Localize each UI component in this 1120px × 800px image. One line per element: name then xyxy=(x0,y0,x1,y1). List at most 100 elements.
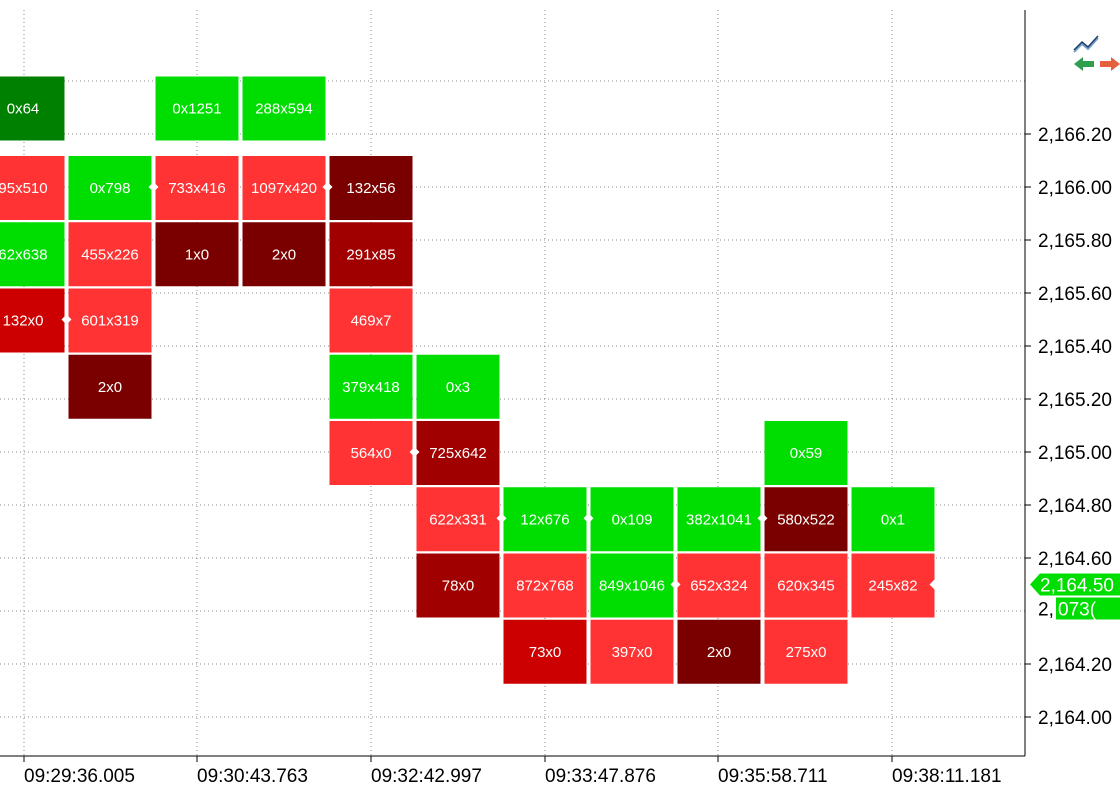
footprint-cell xyxy=(416,354,500,419)
volume-badge-prefix: 2, xyxy=(1038,600,1054,621)
time-tick-label: 09:35:58.711 xyxy=(718,766,828,787)
price-tick-label: 2,164.20 xyxy=(1038,655,1112,676)
footprint-column: 0x1251 733x416 1x0 xyxy=(148,76,239,287)
time-tick-label: 09:38:11.181 xyxy=(892,766,1002,787)
footprint-column: 12x676 872x768 73x0 xyxy=(496,487,587,684)
footprint-cell-label: 0x1251 xyxy=(172,101,221,118)
price-tick-label: 2,164.00 xyxy=(1038,708,1112,729)
footprint-cell-label: 132x0 xyxy=(3,313,44,330)
footprint-cell xyxy=(329,222,413,287)
footprint-cell-label: 564x0 xyxy=(351,445,392,462)
footprint-cell xyxy=(677,487,761,552)
time-tick-label: 09:29:36.005 xyxy=(24,766,135,787)
left-arrow-icon xyxy=(1074,57,1094,71)
trend-line-dark-icon xyxy=(1073,35,1099,51)
price-tick-label: 2,165.80 xyxy=(1038,231,1112,252)
footprint-cell-label: 652x324 xyxy=(690,578,748,595)
price-tick-label: 2,165.60 xyxy=(1038,284,1112,305)
footprint-cell-label: 132x56 xyxy=(346,180,395,197)
poc-marker xyxy=(583,513,594,524)
footprint-cell xyxy=(590,553,674,618)
footprint-cell xyxy=(329,288,413,353)
footprint-cell-label: 725x642 xyxy=(429,445,487,462)
footprint-cell xyxy=(416,421,500,485)
footprint-cell-label: 2x0 xyxy=(98,379,122,396)
chart-trade-arrows-icon[interactable] xyxy=(1073,35,1120,71)
footprint-cell xyxy=(0,76,65,141)
footprint-cell xyxy=(416,553,500,618)
footprint-cell-label: 12x676 xyxy=(520,511,569,528)
footprint-column: 288x594 1097x420 2x0 xyxy=(242,76,326,287)
footprint-column: 0x3 725x642 622x331 78x0 xyxy=(409,354,500,618)
footprint-cell-label: 397x0 xyxy=(612,644,653,661)
footprint-cell xyxy=(155,76,239,141)
footprint-cell xyxy=(503,487,587,552)
price-axis-labels: 2,166.20 2,166.00 2,165.80 2,165.60 2,165.40… xyxy=(1025,125,1112,729)
footprint-cell xyxy=(416,487,500,552)
volume-badge xyxy=(1056,597,1120,620)
footprint-cell xyxy=(764,619,848,684)
footprint-column: 0x1 245x82 xyxy=(851,487,940,618)
footprint-cell xyxy=(329,156,413,220)
footprint-column: 0x59 580x522 620x345 275x0 xyxy=(757,421,848,684)
footprint-cell-label: 1x0 xyxy=(185,246,209,263)
poc-marker xyxy=(322,182,333,192)
footprint-cell xyxy=(242,222,326,287)
footprint-cell xyxy=(503,619,587,684)
footprint-cell xyxy=(0,156,65,220)
footprint-cell-label: 580x522 xyxy=(777,511,835,528)
footprint-cell xyxy=(329,354,413,419)
poc-marker xyxy=(929,579,940,590)
price-tick-label: 2,164.60 xyxy=(1038,549,1112,570)
footprint-cell-label: 275x0 xyxy=(786,644,827,661)
footprint-cell xyxy=(68,354,152,419)
right-arrow-icon xyxy=(1100,57,1120,71)
footprint-cell xyxy=(851,553,935,618)
footprint-cell xyxy=(242,156,326,220)
footprint-column: 382x1041 652x324 2x0 xyxy=(670,487,761,684)
current-price-badge xyxy=(1030,573,1120,596)
footprint-column: 0x109 849x1046 397x0 xyxy=(583,487,674,684)
footprint-cell-label: 382x1041 xyxy=(686,511,752,528)
footprint-cell xyxy=(329,421,413,485)
poc-marker xyxy=(757,513,768,524)
footprint-cell-label: 1097x420 xyxy=(251,180,317,197)
footprint-cell-label: 622x331 xyxy=(429,511,487,528)
price-tick-label: 2,165.20 xyxy=(1038,390,1112,411)
time-tick-label: 09:32:42.997 xyxy=(371,766,482,787)
price-badges: 2,164.50 2, 073( xyxy=(1030,573,1120,621)
footprint-cell xyxy=(0,288,65,353)
footprint-column: 132x56 291x85 469x7 379x418 564x0 xyxy=(322,156,413,485)
footprint-cell-label: 95x510 xyxy=(0,180,48,197)
price-tick-label: 2,164.80 xyxy=(1038,496,1112,517)
footprint-cell xyxy=(677,553,761,618)
footprint-cell-label: 0x109 xyxy=(612,511,653,528)
footprint-cell-label: 288x594 xyxy=(255,101,313,118)
footprint-cell xyxy=(590,487,674,552)
current-price-label: 2,164.50 xyxy=(1040,576,1114,597)
footprint-cell-label: 379x418 xyxy=(342,379,400,396)
footprint-cell-label: 0x3 xyxy=(446,379,470,396)
trend-line-icon xyxy=(1073,37,1099,53)
footprint-cell-label: 469x7 xyxy=(351,313,392,330)
time-tick-label: 09:30:43.763 xyxy=(197,766,308,787)
footprint-cell xyxy=(0,222,65,287)
footprint-cell-label: 601x319 xyxy=(81,313,139,330)
footprint-cell xyxy=(851,487,935,552)
footprint-cell xyxy=(68,222,152,287)
footprint-cell-label: 733x416 xyxy=(168,180,226,197)
price-tick-label: 2,166.00 xyxy=(1038,178,1112,199)
footprint-cell-label: 62x638 xyxy=(0,246,48,263)
footprint-cell-label: 73x0 xyxy=(529,644,562,661)
time-axis-labels: 09:29:36.005 09:30:43.763 09:32:42.997 09:3… xyxy=(23,756,1002,787)
price-tick-label: 2,166.20 xyxy=(1038,125,1112,146)
poc-marker xyxy=(148,182,159,192)
footprint-cell-label: 620x345 xyxy=(777,578,835,595)
footprint-cell-label: 455x226 xyxy=(81,246,139,263)
footprint-cell-label: 0x64 xyxy=(7,101,40,118)
footprint-cell xyxy=(68,288,152,353)
volume-badge-label: 073( xyxy=(1058,600,1097,621)
footprint-cell xyxy=(677,619,761,684)
footprint-cell xyxy=(155,156,239,220)
